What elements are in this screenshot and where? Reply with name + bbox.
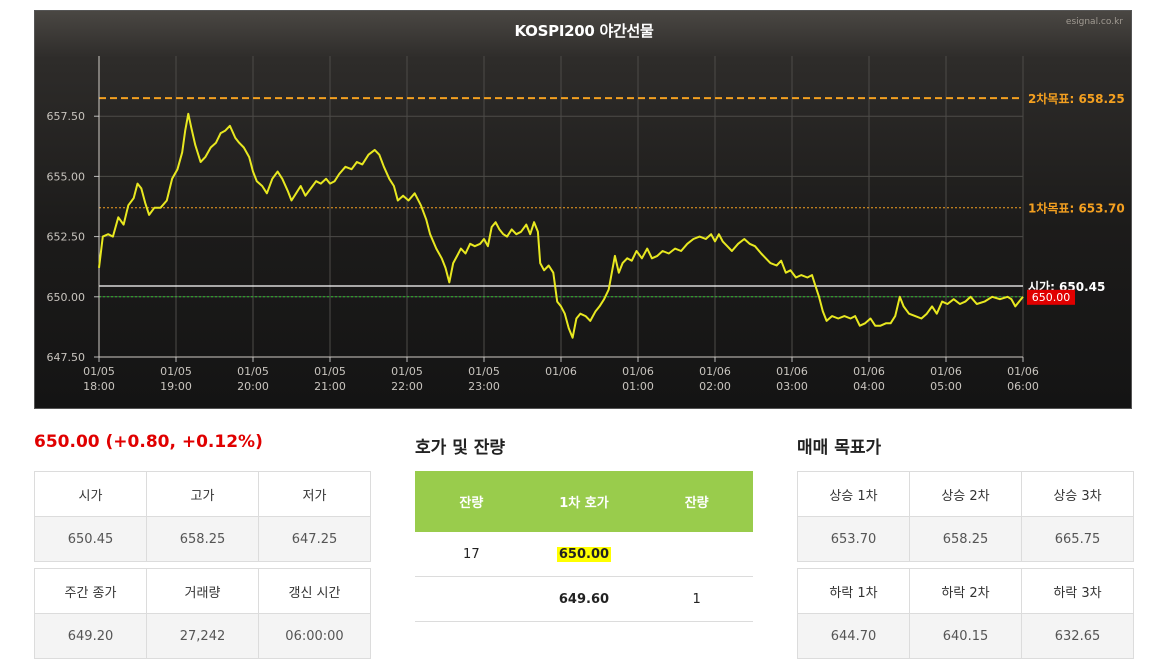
x-tick-time: 05:00 (930, 380, 962, 393)
quote-section-title: 호가 및 잔량 (415, 438, 506, 458)
chart-grid (98, 56, 1024, 358)
up-target-1-header: 상승 1차 (797, 471, 910, 517)
volume-table: 주간 종가 거래량 갱신 시간 649.20 27,242 06:00:00 (34, 568, 371, 659)
value-day-close: 649.20 (34, 613, 147, 659)
quote-price: 650.00 (527, 532, 641, 577)
ohl-table: 시가 고가 저가 650.45 658.25 647.25 (34, 471, 371, 562)
up-target-2-value: 658.25 (909, 516, 1022, 562)
down-targets-value-row: 644.70 640.15 632.65 (797, 613, 1134, 659)
down-target-2-value: 640.15 (909, 613, 1022, 659)
ohl-header-low: 저가 (258, 471, 371, 517)
x-tick-date: 01/06 (776, 365, 808, 378)
volume-value-row: 649.20 27,242 06:00:00 (34, 613, 371, 659)
chart-axes: 01/05 18:00 01/05 19:00 01/05 20:00 01/05 21:00… (47, 56, 1039, 393)
x-tick-time: 21:00 (314, 380, 346, 393)
x-tick-date: 01/05 (468, 365, 500, 378)
ohl-value-open: 650.45 (34, 516, 147, 562)
y-tick-label: 652.50 (47, 231, 86, 244)
x-tick-date: 01/05 (83, 365, 115, 378)
price-chart: 01/05 18:00 01/05 19:00 01/05 20:00 01/05 21:00… (47, 56, 1125, 393)
x-tick-date: 01/05 (160, 365, 192, 378)
x-tick-date: 01/05 (391, 365, 423, 378)
quote-header-row: 잔량 1차 호가 잔량 (415, 471, 753, 532)
x-tick-time: 18:00 (83, 380, 115, 393)
up-target-3-value: 665.75 (1021, 516, 1134, 562)
price-series-line (98, 112, 1024, 339)
watermark: esignal.co.kr (1065, 17, 1123, 27)
ohl-header-open: 시가 (34, 471, 147, 517)
quote-header-ask-qty: 잔량 (415, 471, 528, 532)
ohl-header-row: 시가 고가 저가 (34, 471, 371, 517)
chart-panel: 01/05 18:00 01/05 19:00 01/05 20:00 01/05 21:00… (34, 10, 1132, 409)
ohl-value-high: 658.25 (146, 516, 259, 562)
reference-lines (99, 97, 1023, 298)
header-day-close: 주간 종가 (34, 568, 147, 614)
x-tick-time: 19:00 (160, 380, 192, 393)
quote-row: 649.60 1 (415, 576, 753, 622)
down-target-1-value: 644.70 (797, 613, 910, 659)
down-target-1-header: 하락 1차 (797, 568, 910, 614)
header-update-time: 갱신 시간 (258, 568, 371, 614)
x-tick-time: 06:00 (1007, 380, 1039, 393)
reference-line-label: 2차목표: 658.25 (1028, 91, 1125, 106)
header-volume: 거래량 (146, 568, 259, 614)
x-tick-date: 01/06 (545, 365, 577, 378)
down-targets-table: 하락 1차 하락 2차 하락 3차 644.70 640.15 632.65 (797, 568, 1134, 659)
x-tick-time: 04:00 (853, 380, 885, 393)
reference-line-label: 1차목표: 653.70 (1028, 201, 1125, 216)
up-targets-header-row: 상승 1차 상승 2차 상승 3차 (797, 471, 1134, 517)
x-tick-date: 01/06 (1007, 365, 1039, 378)
quote-left-qty: 17 (415, 532, 528, 577)
quote-right-qty (640, 532, 753, 577)
y-tick-label: 647.50 (47, 351, 86, 364)
price-change-text: 650.00 (+0.80, +0.12%) (34, 432, 263, 452)
quote-price: 649.60 (527, 576, 641, 622)
targets-section-title: 매매 목표가 (797, 438, 882, 458)
x-tick-date: 01/05 (314, 365, 346, 378)
down-targets-header-row: 하락 1차 하락 2차 하락 3차 (797, 568, 1134, 614)
volume-header-row: 주간 종가 거래량 갱신 시간 (34, 568, 371, 614)
y-tick-label: 657.50 (47, 110, 86, 123)
chart-title: KOSPI200 야간선물 (514, 22, 654, 40)
ohl-value-low: 647.25 (258, 516, 371, 562)
ohl-value-row: 650.45 658.25 647.25 (34, 516, 371, 562)
x-tick-time: 01:00 (622, 380, 654, 393)
quote-left-qty (415, 576, 528, 622)
x-tick-date: 01/06 (930, 365, 962, 378)
x-tick-time: 03:00 (776, 380, 808, 393)
chart-series (98, 112, 1024, 339)
up-targets-value-row: 653.70 658.25 665.75 (797, 516, 1134, 562)
x-tick-time: 23:00 (468, 380, 500, 393)
current-price-badge (1027, 289, 1075, 305)
quote-right-qty: 1 (640, 576, 753, 622)
y-tick-label: 650.00 (47, 291, 86, 304)
current-price-badge-label: 650.00 (1032, 291, 1071, 304)
value-volume: 27,242 (146, 613, 259, 659)
down-target-3-value: 632.65 (1021, 613, 1134, 659)
value-update-time: 06:00:00 (258, 613, 371, 659)
x-tick-date: 01/06 (853, 365, 885, 378)
quote-table: 잔량 1차 호가 잔량 17 650.00 649.60 1 (415, 471, 753, 622)
quote-header-bid-qty: 잔량 (640, 471, 753, 532)
x-tick-time: 22:00 (391, 380, 423, 393)
down-target-3-header: 하락 3차 (1021, 568, 1134, 614)
quote-price-highlight: 650.00 (556, 546, 612, 562)
x-tick-time: 20:00 (237, 380, 269, 393)
current-price-summary: 650.00 (+0.80, +0.12%) (34, 432, 263, 452)
up-target-2-header: 상승 2차 (909, 471, 1022, 517)
y-tick-label: 655.00 (47, 170, 86, 183)
up-target-3-header: 상승 3차 (1021, 471, 1134, 517)
x-tick-date: 01/06 (699, 365, 731, 378)
x-tick-time: 02:00 (699, 380, 731, 393)
x-tick-date: 01/06 (622, 365, 654, 378)
quote-header-price: 1차 호가 (527, 471, 641, 532)
down-target-2-header: 하락 2차 (909, 568, 1022, 614)
up-target-1-value: 653.70 (797, 516, 910, 562)
quote-row: 17 650.00 (415, 532, 753, 577)
ohl-header-high: 고가 (146, 471, 259, 517)
up-targets-table: 상승 1차 상승 2차 상승 3차 653.70 658.25 665.75 (797, 471, 1134, 562)
x-tick-date: 01/05 (237, 365, 269, 378)
